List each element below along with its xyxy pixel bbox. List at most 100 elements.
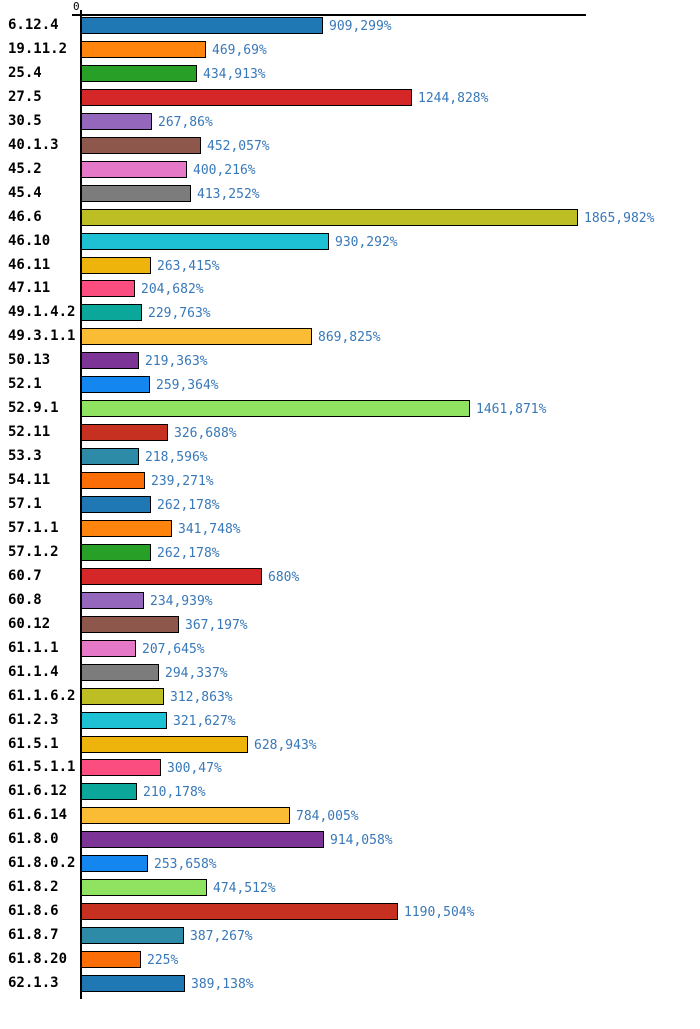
bar bbox=[81, 903, 398, 920]
bar-row: 61.5.1 628,943% bbox=[0, 736, 700, 753]
bar-row: 49.1.4.2 229,763% bbox=[0, 304, 700, 321]
bar bbox=[81, 137, 201, 154]
bar-row: 61.8.20 225% bbox=[0, 951, 700, 968]
bar bbox=[81, 280, 135, 297]
value-label: 239,271% bbox=[151, 474, 214, 489]
category-label: 61.8.6 bbox=[8, 903, 59, 919]
category-label: 61.2.3 bbox=[8, 712, 59, 728]
bar bbox=[81, 328, 312, 345]
category-label: 45.4 bbox=[8, 185, 42, 201]
value-label: 387,267% bbox=[190, 929, 253, 944]
bar bbox=[81, 640, 136, 657]
category-label: 6.12.4 bbox=[8, 17, 59, 33]
category-label: 49.1.4.2 bbox=[8, 304, 76, 320]
bar-row: 45.4 413,252% bbox=[0, 185, 700, 202]
bar-row: 30.5 267,86% bbox=[0, 113, 700, 130]
value-label: 474,512% bbox=[213, 881, 276, 896]
category-label: 49.3.1.1 bbox=[8, 328, 76, 344]
value-label: 262,178% bbox=[157, 498, 220, 513]
category-label: 30.5 bbox=[8, 113, 42, 129]
category-label: 27.5 bbox=[8, 89, 42, 105]
bar-row: 27.5 1244,828% bbox=[0, 89, 700, 106]
value-label: 300,47% bbox=[167, 761, 222, 776]
bar bbox=[81, 89, 412, 106]
value-label: 367,197% bbox=[185, 618, 248, 633]
value-label: 909,299% bbox=[329, 19, 392, 34]
bar-row: 6.12.4 909,299% bbox=[0, 17, 700, 34]
category-label: 52.9.1 bbox=[8, 400, 59, 416]
category-label: 61.8.2 bbox=[8, 879, 59, 895]
value-label: 400,216% bbox=[193, 163, 256, 178]
value-label: 218,596% bbox=[145, 450, 208, 465]
category-label: 53.3 bbox=[8, 448, 42, 464]
bar-row: 57.1 262,178% bbox=[0, 496, 700, 513]
category-label: 52.1 bbox=[8, 376, 42, 392]
category-label: 61.8.7 bbox=[8, 927, 59, 943]
category-label: 25.4 bbox=[8, 65, 42, 81]
bar-row: 60.8 234,939% bbox=[0, 592, 700, 609]
value-label: 413,252% bbox=[197, 187, 260, 202]
bar-row: 46.10 930,292% bbox=[0, 233, 700, 250]
value-label: 263,415% bbox=[157, 259, 220, 274]
bar bbox=[81, 951, 141, 968]
bar bbox=[81, 257, 151, 274]
bar bbox=[81, 688, 164, 705]
category-label: 60.8 bbox=[8, 592, 42, 608]
bar-row: 52.11 326,688% bbox=[0, 424, 700, 441]
bar-row: 46.6 1865,982% bbox=[0, 209, 700, 226]
value-label: 452,057% bbox=[207, 139, 270, 154]
bar bbox=[81, 736, 248, 753]
value-label: 321,627% bbox=[173, 714, 236, 729]
bar-row: 19.11.2 469,69% bbox=[0, 41, 700, 58]
bar-row: 61.5.1.1 300,47% bbox=[0, 759, 700, 776]
bar-row: 61.1.4 294,337% bbox=[0, 664, 700, 681]
bar bbox=[81, 113, 152, 130]
value-label: 207,645% bbox=[142, 642, 205, 657]
bar-row: 53.3 218,596% bbox=[0, 448, 700, 465]
bar bbox=[81, 209, 578, 226]
category-label: 47.11 bbox=[8, 280, 51, 296]
bar bbox=[81, 424, 168, 441]
bar-row: 45.2 400,216% bbox=[0, 161, 700, 178]
bar-row: 60.12 367,197% bbox=[0, 616, 700, 633]
bar bbox=[81, 352, 139, 369]
bar-row: 50.13 219,363% bbox=[0, 352, 700, 369]
bar bbox=[81, 161, 187, 178]
value-label: 680% bbox=[268, 570, 300, 585]
bar bbox=[81, 448, 139, 465]
category-label: 61.6.12 bbox=[8, 783, 68, 799]
value-label: 259,364% bbox=[156, 378, 219, 393]
category-label: 61.1.1 bbox=[8, 640, 59, 656]
bar-row: 61.8.2 474,512% bbox=[0, 879, 700, 896]
bar-row: 52.1 259,364% bbox=[0, 376, 700, 393]
bar-row: 61.6.14 784,005% bbox=[0, 807, 700, 824]
value-label: 914,058% bbox=[330, 833, 393, 848]
value-label: 1244,828% bbox=[418, 91, 489, 106]
bar bbox=[81, 783, 137, 800]
category-label: 61.8.0 bbox=[8, 831, 59, 847]
category-label: 57.1 bbox=[8, 496, 42, 512]
value-label: 204,682% bbox=[141, 282, 204, 297]
bar bbox=[81, 304, 142, 321]
bar bbox=[81, 568, 262, 585]
value-label: 434,913% bbox=[203, 67, 266, 82]
value-label: 326,688% bbox=[174, 426, 237, 441]
category-label: 50.13 bbox=[8, 352, 51, 368]
category-label: 62.1.3 bbox=[8, 975, 59, 991]
bar bbox=[81, 400, 470, 417]
category-label: 57.1.1 bbox=[8, 520, 59, 536]
value-label: 784,005% bbox=[296, 809, 359, 824]
bar-row: 61.2.3 321,627% bbox=[0, 712, 700, 729]
bar bbox=[81, 592, 144, 609]
value-label: 219,363% bbox=[145, 354, 208, 369]
category-label: 52.11 bbox=[8, 424, 51, 440]
value-label: 253,658% bbox=[154, 857, 217, 872]
bar-row: 61.8.7 387,267% bbox=[0, 927, 700, 944]
category-label: 61.1.4 bbox=[8, 664, 59, 680]
bar-row: 54.11 239,271% bbox=[0, 472, 700, 489]
bar-row: 57.1.1 341,748% bbox=[0, 520, 700, 537]
value-label: 1190,504% bbox=[404, 905, 475, 920]
bar bbox=[81, 41, 206, 58]
value-label: 225% bbox=[147, 953, 179, 968]
